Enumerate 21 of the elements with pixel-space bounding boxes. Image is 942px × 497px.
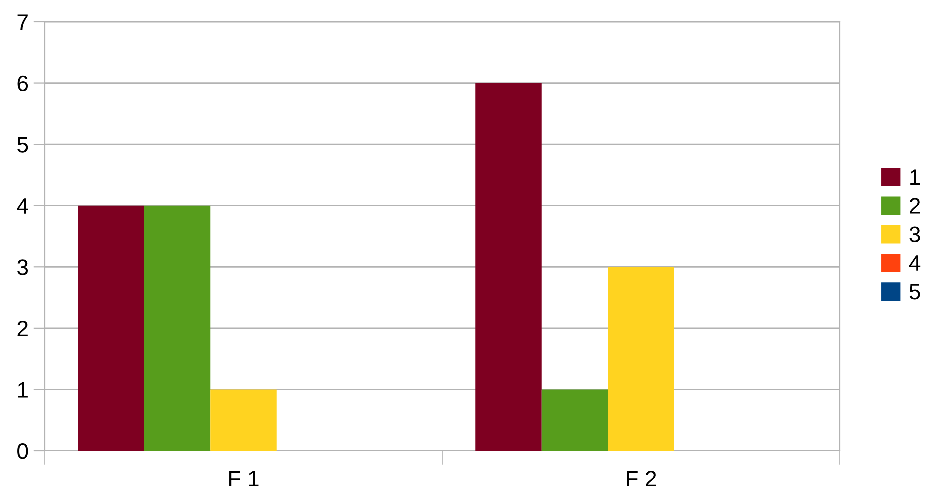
bar bbox=[608, 267, 674, 451]
y-tick-label: 2 bbox=[18, 320, 28, 336]
bar bbox=[78, 206, 144, 451]
bar bbox=[542, 390, 608, 451]
y-tick-label: 7 bbox=[18, 14, 28, 30]
bar bbox=[144, 206, 211, 451]
x-tick-label: F 2 bbox=[627, 471, 656, 487]
y-tick-label: 4 bbox=[17, 198, 28, 214]
x-tick-label: F 1 bbox=[230, 471, 259, 487]
y-tick-label: 3 bbox=[18, 260, 28, 276]
y-tick-label: 0 bbox=[18, 444, 28, 460]
legend-label: 2 bbox=[910, 198, 920, 214]
y-tick-label: 5 bbox=[18, 137, 28, 153]
bar bbox=[210, 390, 277, 451]
legend-label: 1 bbox=[910, 170, 920, 186]
y-tick-label: 6 bbox=[18, 76, 28, 92]
legend-label: 5 bbox=[910, 284, 920, 300]
legend-label: 4 bbox=[909, 256, 921, 271]
y-tick-label: 1 bbox=[18, 382, 28, 398]
bar bbox=[476, 83, 542, 451]
legend-label: 3 bbox=[910, 226, 920, 243]
